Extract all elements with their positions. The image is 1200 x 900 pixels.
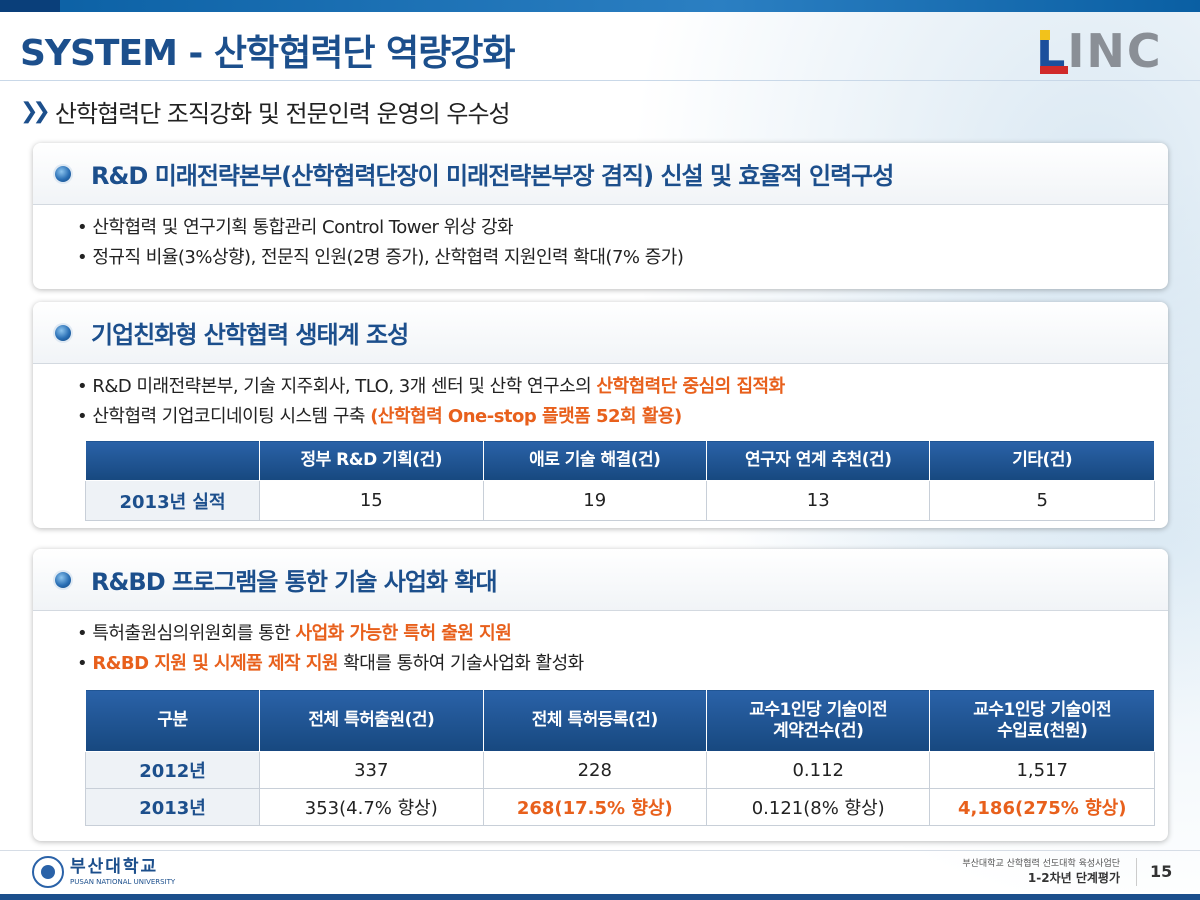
table-cell: 13 (705, 480, 931, 521)
section-title: R&BD 프로그램을 통한 기술 사업화 확대 (91, 568, 498, 596)
bullet-dot-icon (55, 324, 71, 341)
rbd-table: 구분 전체 특허출원(건) 전체 특허등록(건) 교수1인당 기술이전 계약건수… (84, 689, 1155, 826)
university-name-en: PUSAN NATIONAL UNIVERSITY (70, 878, 176, 886)
table-header: 연구자 연계 추천(건) (705, 440, 931, 481)
bullet-text: • (77, 653, 93, 674)
subtitle-text: 산학협력단 조직강화 및 전문인력 운영의 우수성 (54, 100, 511, 128)
section-rbd: R&BD 프로그램을 통한 기술 사업화 확대 • 특허출원심의위원회를 통한 … (33, 549, 1168, 841)
table-cell: 15 (259, 480, 484, 521)
bullet-highlight: 사업화 가능한 특허 출원 지원 (295, 623, 512, 644)
section-header: R&BD 프로그램을 통한 기술 사업화 확대 (33, 549, 1168, 611)
section-header: 기업친화형 산학협력 생태계 조성 (33, 302, 1168, 364)
table-header: 교수1인당 기술이전 계약건수(건) (705, 689, 931, 752)
bullet-text: • 특허출원심의위원회를 통한 (77, 623, 296, 644)
university-logo: 부산대학교 PUSAN NATIONAL UNIVERSITY (32, 856, 175, 888)
section-title: R&D 미래전략본부(산학협력단장이 미래전략본부장 겸직) 신설 및 효율적 … (91, 162, 894, 190)
university-seal-icon (32, 856, 64, 888)
table-cell: 0.112 (705, 751, 931, 789)
footer-separator (1136, 858, 1137, 886)
bullet-highlight: (산학협력 One-stop 플랫폼 52회 활용) (370, 406, 682, 427)
table-header: 정부 R&D 기획(건) (259, 440, 484, 481)
table-cell: 228 (482, 751, 707, 789)
table-header (84, 440, 261, 481)
row-label: 2012년 (84, 751, 261, 789)
page-title: SYSTEM - 산학협력단 역량강화 (20, 33, 516, 74)
title-divider (0, 80, 1200, 81)
table-cell: 1,517 (929, 751, 1155, 789)
bullet-text: • R&D 미래전략본부, 기술 지주회사, TLO, 3개 센터 및 산학 연… (77, 376, 597, 397)
table-row: 2012년 337 228 0.112 1,517 (84, 751, 1155, 789)
bottom-accent-bar (0, 894, 1200, 900)
bullet-item: • 정규직 비율(3%상향), 전문직 인원(2명 증가), 산학협력 지원인력… (77, 247, 684, 268)
program-name: 부산대학교 산학협력 선도대학 육성사업단 (962, 859, 1120, 869)
table-header: 구분 (84, 689, 261, 752)
table-header: 기타(건) (929, 440, 1155, 481)
footer-divider (0, 850, 1200, 851)
table-cell: 353(4.7% 향상) (259, 788, 484, 826)
bullet-highlight: R&BD 지원 및 시제품 제작 지원 (92, 653, 338, 674)
university-name-ko: 부산대학교 (70, 857, 159, 877)
section-header: R&D 미래전략본부(산학협력단장이 미래전략본부장 겸직) 신설 및 효율적 … (33, 143, 1168, 205)
table-cell: 19 (482, 480, 707, 521)
section-ecosystem: 기업친화형 산학협력 생태계 조성 • R&D 미래전략본부, 기술 지주회사,… (33, 302, 1168, 528)
table-cell: 337 (259, 751, 484, 789)
table-header: 교수1인당 기술이전 수입료(천원) (929, 689, 1155, 752)
bullet-item: • R&BD 지원 및 시제품 제작 지원 확대를 통하여 기술사업화 활성화 (77, 649, 1168, 679)
linc-logo: LINC (1036, 24, 1163, 78)
table-header-row: 구분 전체 특허출원(건) 전체 특허등록(건) 교수1인당 기술이전 계약건수… (84, 689, 1155, 752)
section-organization: R&D 미래전략본부(산학협력단장이 미래전략본부장 겸직) 신설 및 효율적 … (33, 143, 1168, 289)
section-body: • 산학협력 및 연구기획 통합관리 Control Tower 위상 강화 •… (33, 205, 1168, 273)
table-header-row: 정부 R&D 기획(건) 애로 기술 해결(건) 연구자 연계 추천(건) 기타… (84, 440, 1155, 481)
bullet-item: • 산학협력 및 연구기획 통합관리 Control Tower 위상 강화 (77, 217, 514, 238)
row-label: 2013년 (84, 788, 261, 826)
evaluation-label: 1-2차년 단계평가 (1027, 871, 1120, 885)
bullet-dot-icon (55, 571, 71, 588)
bullet-item: • 산학협력 기업코디네이팅 시스템 구축 (산학협력 One-stop 플랫폼… (77, 402, 1168, 432)
bullet-item: • R&D 미래전략본부, 기술 지주회사, TLO, 3개 센터 및 산학 연… (77, 372, 1168, 402)
table-header: 전체 특허출원(건) (259, 689, 484, 752)
table-row: 2013년 353(4.7% 향상) 268(17.5% 향상) 0.121(8… (84, 788, 1155, 826)
top-accent-bar (0, 0, 1200, 12)
bullet-dot-icon (55, 165, 71, 182)
table-cell: 4,186(275% 향상) (929, 788, 1155, 826)
ecosystem-table: 정부 R&D 기획(건) 애로 기술 해결(건) 연구자 연계 추천(건) 기타… (84, 440, 1155, 521)
section-body: • 특허출원심의위원회를 통한 사업화 가능한 특허 출원 지원 • R&BD … (33, 611, 1168, 679)
bullet-text: 확대를 통하여 기술사업화 활성화 (338, 653, 584, 674)
table-header: 애로 기술 해결(건) (482, 440, 707, 481)
section-title: 기업친화형 산학협력 생태계 조성 (91, 321, 409, 349)
subtitle: ❯❯ 산학협력단 조직강화 및 전문인력 운영의 우수성 (20, 94, 511, 129)
bullet-item: • 특허출원심의위원회를 통한 사업화 가능한 특허 출원 지원 (77, 619, 1168, 649)
bullet-text: • 산학협력 기업코디네이팅 시스템 구축 (77, 406, 371, 427)
bullet-highlight: 산학협력단 중심의 집적화 (596, 376, 785, 397)
page-number: 15 (1150, 862, 1173, 881)
section-body: • R&D 미래전략본부, 기술 지주회사, TLO, 3개 센터 및 산학 연… (33, 364, 1168, 432)
double-chevron-icon: ❯❯ (20, 99, 51, 124)
table-cell: 5 (929, 480, 1155, 521)
table-cell: 0.121(8% 향상) (705, 788, 931, 826)
table-header: 전체 특허등록(건) (482, 689, 707, 752)
table-row: 2013년 실적 15 19 13 5 (84, 480, 1155, 521)
table-cell: 268(17.5% 향상) (482, 788, 707, 826)
row-label: 2013년 실적 (84, 480, 261, 521)
